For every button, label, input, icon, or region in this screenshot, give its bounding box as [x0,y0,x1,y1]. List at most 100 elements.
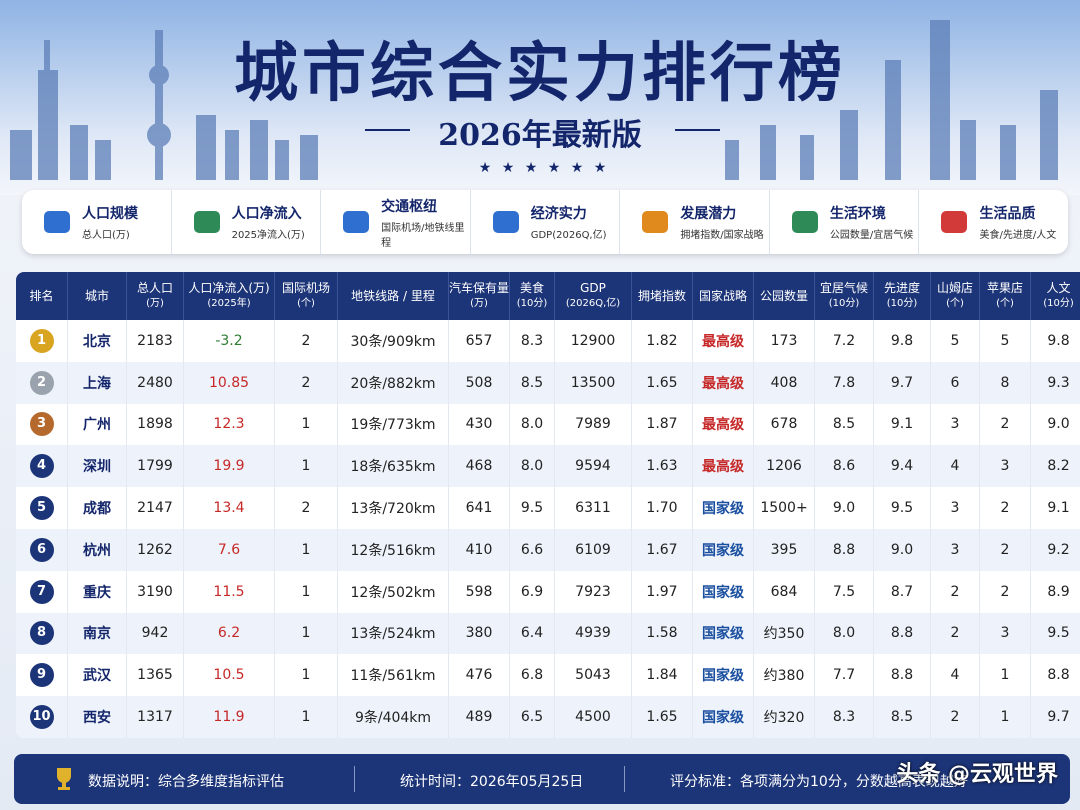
category: 发展潜力 拥堵指数/国家战略 [620,190,770,254]
cell-text: 1.87 [646,416,678,433]
table-cell: 12.3 [183,403,275,446]
table-cell: 7.8 [814,361,874,404]
cell-text: 678 [770,416,798,433]
table-cell: 6311 [554,487,632,529]
table-cell: 8.3 [509,320,555,362]
category-title: 人口净流入 [231,206,302,222]
cell-text: 武汉 [83,668,111,685]
column-sub: (2025年) [207,298,251,309]
cell-text: 8.8 [890,625,914,642]
cell-text: 2 [1000,541,1010,558]
table-cell: 1898 [126,403,184,446]
cell-text: 约320 [763,710,805,727]
table-cell: 1 [274,654,338,697]
table-cell: 5 [979,320,1031,362]
table-cell: 9.0 [873,528,931,571]
table-cell: 8.5 [814,403,874,446]
column-header: 总人口 (万) [126,272,184,320]
category: 生活品质 美食/先进度/人文 [919,190,1068,254]
cell-text: 508 [465,374,493,391]
cell-text: -3.2 [215,332,243,349]
footer: 数据说明：综合多维度指标评估 统计时间：2026年05月25日 评分标准：各项满… [14,754,1070,804]
table-cell: 9.1 [873,403,931,446]
table-cell: 20条/882km [337,361,449,404]
table-cell: 4939 [554,612,632,655]
table-cell: 13条/720km [337,487,449,529]
table-cell: 2 [274,320,338,362]
column-header: 美食 (10分) [509,272,555,320]
rank-medal: 10 [29,705,54,730]
cell-text: 深圳 [83,459,111,476]
table-row: 4 深圳 1799 19.9 1 18条/635km 468 8.0 9594 1.63 最高级 12… [16,445,1080,488]
column-sub: (10分) [828,298,860,309]
subtitle: 2026年最新版 [438,118,642,153]
table-cell: 9.0 [1030,403,1080,446]
rank-medal: 3 [29,412,54,437]
table-cell: 1 [274,612,338,655]
cell-text: 6.5 [520,709,544,726]
column-sub: (2026Q,亿) [565,298,621,309]
cell-text: 国家级 [702,584,744,601]
table-cell: 410 [448,528,510,571]
cell-text: 1.97 [646,583,678,600]
category-sub: GDP(2026Q,亿) [530,230,607,241]
table-cell: 7 [16,570,68,613]
title: 城市综合实力排行榜 [234,36,846,111]
table-row: 1 北京 2183 -3.2 2 30条/909km 657 8.3 12900 1.82 最高级 1… [16,320,1080,362]
cell-text: 10.85 [208,374,250,391]
category-text: 发展潜力 拥堵指数/国家战略 [680,203,763,241]
table-cell: 国家级 [692,696,754,738]
category-sub: 公园数量/宜居气候 [829,230,914,241]
column-header: 排名 [16,272,68,320]
cell-text: 9.5 [520,500,544,517]
table-cell: 6.4 [509,612,555,655]
cell-text: 1262 [137,541,173,558]
table-cell: 约350 [753,612,815,655]
table-cell: 173 [753,320,815,362]
cell-text: 9.2 [1047,541,1070,558]
category-icon [44,211,70,233]
table-cell: 8.5 [873,696,931,738]
cell-text: 942 [141,625,169,642]
table-cell: 国家级 [692,528,754,571]
cell-text: 1 [1000,709,1010,726]
table-cell: 11条/561km [337,654,449,697]
cell-text: 1 [301,541,311,558]
column-label: 山姆店 [936,281,973,295]
cell-text: 1.84 [646,667,678,684]
cell-text: 国家级 [702,626,744,643]
table-cell: 1.67 [631,528,693,571]
cell-text: 1 [301,458,311,475]
category-title: 生活环境 [829,206,886,222]
table-cell: 最高级 [692,361,754,404]
cell-text: 11.9 [213,709,245,726]
table-cell: 2 [930,570,980,613]
cell-text: 国家级 [702,668,744,685]
cell-text: 3 [1000,625,1010,642]
column-header: 山姆店 (个) [930,272,980,320]
cell-text: 7923 [575,583,611,600]
category: 人口规模 总人口(万) [22,190,172,254]
cell-text: 4 [950,667,960,684]
table-cell: 2480 [126,361,184,404]
column-label: 宜居气候 [819,281,868,295]
cell-text: 8.3 [832,709,856,726]
cell-text: 重庆 [83,584,111,601]
category-sub: 美食/先进度/人文 [979,230,1057,241]
column-label: 先进度 [883,281,920,295]
table-cell: 5 [930,320,980,362]
cell-text: 约350 [763,626,805,643]
category-title: 发展潜力 [680,206,737,222]
table-cell: 2 [274,487,338,529]
table-cell: 11.9 [183,696,275,738]
column-label: 拥堵指数 [637,288,686,303]
table-cell: 8.0 [509,403,555,446]
cell-text: 489 [465,709,493,726]
table-cell: 7.5 [814,570,874,613]
table-row: 9 武汉 1365 10.5 1 11条/561km 476 6.8 5043 1.84 国家级 约3… [16,654,1080,697]
cell-text: 2480 [137,374,173,391]
cell-text: 8.8 [1047,667,1070,684]
cell-text: 1898 [137,416,173,433]
table-row: 6 杭州 1262 7.6 1 12条/516km 410 6.6 6109 1.67 国家级 395… [16,528,1080,571]
category-text: 人口净流入 2025净流入(万) [232,203,305,241]
